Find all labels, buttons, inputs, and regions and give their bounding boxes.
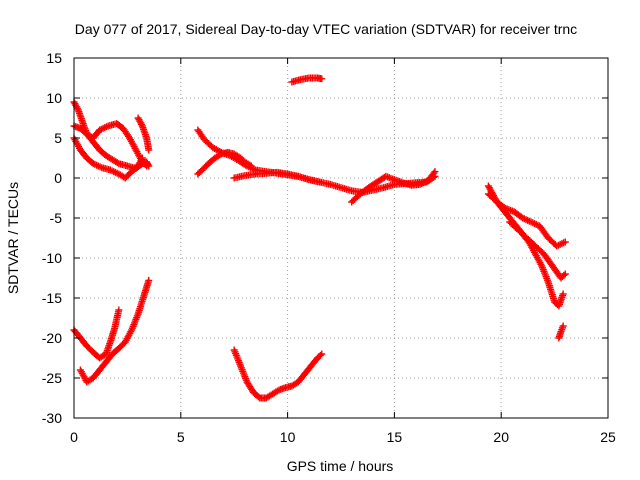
y-tick-label: -5 [50, 210, 63, 226]
data-point [246, 161, 254, 169]
x-tick-label: 10 [280, 429, 296, 445]
grid-lines [74, 58, 608, 418]
data-point [145, 146, 153, 154]
data-point [137, 156, 145, 164]
x-tick-label: 25 [600, 429, 616, 445]
y-tick-label: -20 [42, 330, 62, 346]
series-15 [230, 346, 326, 402]
data-point [137, 120, 145, 128]
series-12 [555, 322, 567, 342]
data-point [113, 159, 121, 167]
y-tick-label: -15 [42, 290, 62, 306]
x-tick-label: 15 [387, 429, 403, 445]
series-14 [76, 276, 153, 386]
data-point [559, 322, 567, 330]
x-tick-label: 5 [177, 429, 185, 445]
data-point [143, 162, 151, 170]
data-point [138, 154, 146, 162]
axis-ticks [73, 57, 609, 419]
series-7 [348, 168, 439, 206]
data-point [316, 178, 324, 186]
data-point [561, 238, 569, 246]
y-tick-label: 0 [54, 170, 62, 186]
plot-frame [73, 57, 609, 419]
data-point [559, 290, 567, 298]
series-2 [70, 134, 146, 182]
x-tick-label: 20 [493, 429, 509, 445]
data-point [316, 351, 324, 359]
data-point [318, 75, 326, 83]
data-point [273, 387, 281, 395]
series-6 [230, 168, 324, 186]
y-tick-label: -10 [42, 250, 62, 266]
series-10 [484, 190, 569, 250]
series-11 [506, 218, 569, 282]
data-point [145, 276, 153, 284]
data-point [73, 104, 81, 112]
chart-title: Day 077 of 2017, Sidereal Day-to-day VTE… [75, 21, 577, 37]
data-marks [70, 74, 569, 402]
y-tick-label: 5 [54, 130, 62, 146]
y-tick-label: 15 [46, 50, 62, 66]
series-13 [70, 306, 123, 362]
data-point [430, 169, 438, 177]
x-axis-title: GPS time / hours [287, 458, 394, 474]
x-tick-label: 0 [70, 429, 78, 445]
y-tick-label: -30 [42, 410, 62, 426]
series-5 [194, 148, 255, 178]
series-8 [288, 74, 326, 86]
data-point [318, 350, 326, 358]
y-axis-title: SDTVAR / TECUs [5, 182, 21, 294]
y-tick-label: -25 [42, 370, 62, 386]
data-point [431, 168, 439, 176]
data-point [560, 271, 568, 279]
tick-labels: 0 5 10 15 20 25 15 10 5 0 -5 -10 -15 -20 -25 -30 [42, 50, 616, 445]
data-point [247, 162, 255, 170]
data-point [561, 270, 569, 278]
data-point [115, 306, 123, 314]
data-point [141, 161, 149, 169]
data-point [216, 151, 224, 159]
y-tick-label: 10 [46, 90, 62, 106]
series-3 [134, 114, 153, 154]
